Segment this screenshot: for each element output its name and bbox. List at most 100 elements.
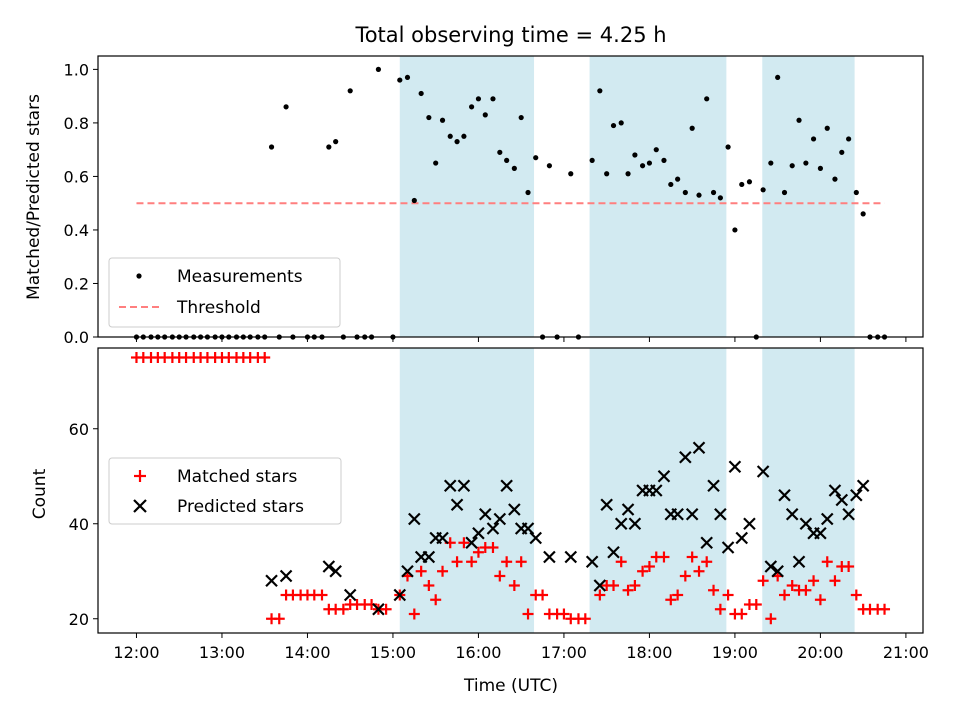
predicted-star-point [521,522,535,535]
measurement-point [610,122,617,129]
predicted-star-point [279,569,293,583]
matched-star-point [808,575,820,587]
legend-matched-label: Matched stars [177,467,297,487]
measurement-point [704,96,710,102]
measurement-point [618,120,624,126]
top-shaded-intervals [399,56,855,337]
predicted-star-point [692,441,706,455]
predicted-star-point [735,531,749,545]
measurement-point [732,227,738,233]
measurement-point [632,152,638,158]
matched-star-point [537,589,549,601]
matched-star-point [579,613,591,625]
matched-star-point [273,613,285,625]
predicted-star-point [493,512,507,526]
predicted-star-point [743,517,756,531]
legend-threshold-label: Threshold [176,298,261,318]
matched-star-point [608,580,620,591]
predicted-star-point [500,479,513,493]
x-axis-label: Time (UTC) [463,676,558,696]
measurement-point [504,157,510,163]
predicted-star-point [322,560,336,573]
legend-predicted-label: Predicted stars [177,497,304,517]
predicted-star-point [422,550,436,564]
predicted-star-point [408,512,421,526]
x-tick-label: 20:00 [797,643,843,662]
measurement-point [525,189,531,196]
predicted-star-point [649,484,663,497]
predicted-stars-points [265,441,870,616]
measurement-point [518,114,524,121]
matched-star-point [637,565,649,577]
matched-star-point [693,565,705,577]
measurement-point [810,136,817,142]
matched-star-point [501,556,513,568]
matched-star-point [701,556,713,568]
matched-star-point [472,546,484,558]
bottom-y-axis-label: Count [30,468,50,519]
matched-star-point [686,551,698,563]
predicted-star-point [700,536,713,550]
matched-star-point [430,594,442,606]
matched-star-point [380,603,392,615]
predicted-star-point [329,564,342,578]
matched-star-point [423,580,435,591]
predicted-star-point [343,588,357,602]
measurement-point [853,189,859,196]
measurement-point [846,136,852,142]
measurement-point [433,160,439,166]
measurement-point [268,144,275,150]
matched-star-point [458,537,470,549]
legend-measurements-label: Measurements [177,267,303,287]
measurement-point [461,133,467,139]
measurement-point [639,163,646,169]
predicted-star-point [785,507,799,521]
measurement-point [439,117,446,123]
top-y-tick-label: 0.4 [64,221,89,240]
matched-star-point [714,603,726,615]
measurement-point [717,195,723,201]
matched-star-point [487,542,499,553]
predicted-star-point [529,531,542,545]
x-tick-label: 17:00 [541,643,587,662]
measurement-point [682,189,688,196]
bottom-axes-frame [97,347,924,634]
top-y-tick-label: 1.0 [64,60,89,79]
predicted-star-point [671,507,684,521]
matched-star-point [615,556,627,568]
matched-star-point [757,575,769,587]
measurement-point [775,74,781,81]
matched-star-point [508,580,520,591]
legend-matched-marker [134,470,146,482]
measurement-point [817,165,824,171]
measurement-point [397,77,403,83]
predicted-star-point [621,503,635,516]
measurement-point [533,155,539,161]
measurement-point [604,171,610,177]
measurement-point [326,144,332,150]
measurement-point [839,149,845,155]
measurement-point [696,192,702,198]
predicted-star-point [600,498,613,512]
predicted-star-point [614,517,628,531]
measurement-point [283,104,289,110]
predicted-star-point [856,479,870,493]
matched-star-point [672,589,684,601]
measurement-point [475,96,482,102]
predicted-star-point [814,526,827,540]
predicted-star-point [372,602,385,616]
predicted-star-point [486,522,500,535]
top-shaded-interval-1 [589,56,727,337]
measurement-point [568,171,574,177]
x-tick-label: 16:00 [455,643,501,662]
matched-star-point [451,556,463,568]
predicted-star-point [593,579,607,592]
predicted-star-point [564,550,578,564]
predicted-star-point [543,550,556,564]
measurement-point [768,160,774,166]
chart-title: Total observing time = 4.25 h [354,23,666,47]
matched-star-point [337,603,349,615]
matched-star-point [494,570,506,582]
predicted-star-point [265,574,278,588]
